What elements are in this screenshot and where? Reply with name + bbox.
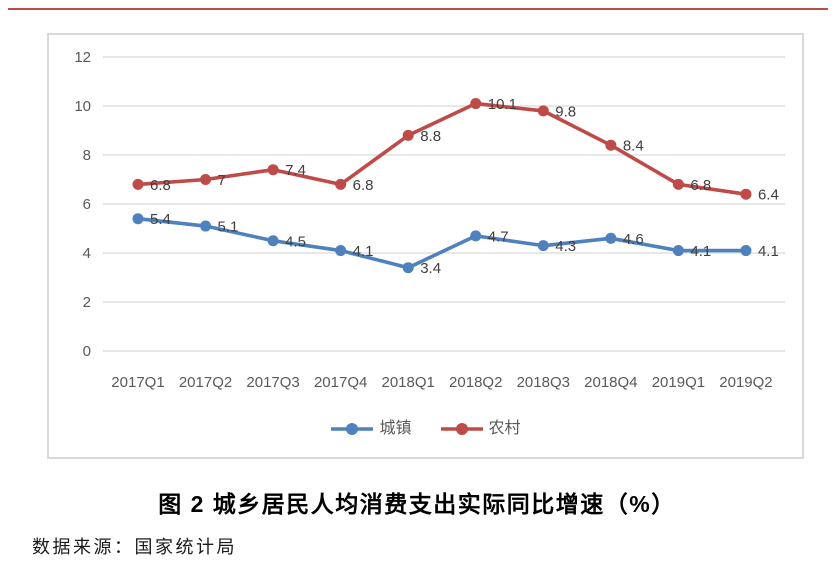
chart-frame: 0 2 4 6 8 10 12 2017Q1 2017Q2 2017Q3 2017Q4 2018Q1 2… <box>47 33 804 459</box>
data-point-marker <box>402 262 414 274</box>
x-category-label: 2019Q1 <box>652 374 705 391</box>
data-point-label: 7 <box>218 172 226 189</box>
x-category-label: 2018Q2 <box>449 374 502 391</box>
data-point-label: 4.1 <box>758 243 779 260</box>
data-point-label: 6.8 <box>690 177 711 194</box>
data-point-label: 6.8 <box>353 177 374 194</box>
legend-item-urban: 城镇 <box>330 418 412 440</box>
data-point-marker <box>537 240 549 252</box>
data-point-label: 4.6 <box>623 231 644 248</box>
data-point-marker <box>740 245 752 257</box>
data-point-label: 4.3 <box>555 238 576 255</box>
series-line <box>136 101 748 196</box>
y-tick-label: 8 <box>83 147 91 164</box>
data-point-marker <box>335 178 347 190</box>
data-point-marker <box>335 245 347 257</box>
data-point-label: 5.1 <box>218 219 239 236</box>
data-point-label: 4.1 <box>353 243 374 260</box>
x-category-label: 2017Q4 <box>314 374 367 391</box>
y-tick-label: 12 <box>74 49 91 66</box>
urban-series-swatch-icon <box>331 423 374 435</box>
y-tick-label: 0 <box>83 343 91 360</box>
x-category-label: 2018Q4 <box>584 374 637 391</box>
data-point-label: 4.5 <box>285 233 306 250</box>
x-category-label: 2017Q1 <box>111 374 164 391</box>
data-point-marker <box>200 174 212 185</box>
x-category-label: 2019Q2 <box>719 374 772 391</box>
data-point-label: 6.8 <box>150 177 171 194</box>
data-point-label: 4.7 <box>488 228 509 245</box>
y-tick-label: 4 <box>83 245 91 262</box>
x-category-label: 2017Q2 <box>179 374 232 391</box>
data-point-marker <box>470 230 482 242</box>
data-point-marker <box>402 129 414 141</box>
data-point-label: 3.4 <box>420 260 441 277</box>
data-point-marker <box>267 235 279 247</box>
data-point-marker <box>132 213 144 225</box>
x-category-label: 2017Q3 <box>246 374 299 391</box>
data-point-label: 10.1 <box>488 96 517 113</box>
data-point-marker <box>267 164 279 176</box>
legend-item-rural: 农村 <box>440 418 521 440</box>
data-point-marker <box>740 188 752 200</box>
y-tick-label: 2 <box>83 294 91 311</box>
legend-label-rural: 农村 <box>488 420 521 437</box>
data-point-marker <box>672 245 684 257</box>
data-point-marker <box>470 98 482 110</box>
series-line <box>136 216 748 270</box>
data-point-marker <box>672 178 684 190</box>
data-point-label: 4.1 <box>690 243 711 260</box>
x-category-label: 2018Q3 <box>517 374 570 391</box>
data-point-marker <box>200 220 212 232</box>
data-point-label: 7.4 <box>285 162 306 179</box>
data-point-marker <box>132 178 144 190</box>
rural-series-swatch-icon <box>440 423 483 435</box>
data-point-label: 5.4 <box>150 211 171 228</box>
x-category-label: 2018Q1 <box>382 374 435 391</box>
y-tick-label: 6 <box>83 196 91 213</box>
data-point-label: 8.8 <box>420 128 441 145</box>
figure-caption: 图 2 城乡居民人均消费支出实际同比增速（%） <box>158 491 676 517</box>
data-point-marker <box>537 105 549 117</box>
data-point-label: 8.4 <box>623 138 644 155</box>
page-top-rule <box>8 8 828 10</box>
data-point-label: 6.4 <box>758 187 779 204</box>
chart-legend: 城镇 农村 <box>49 418 802 440</box>
data-point-label: 9.8 <box>555 103 576 120</box>
y-tick-label: 10 <box>74 98 91 115</box>
legend-label-urban: 城镇 <box>379 420 412 437</box>
data-source-note: 数据来源：国家统计局 <box>32 537 237 557</box>
data-point-marker <box>605 139 617 151</box>
line-chart-plot: 0 2 4 6 8 10 12 2017Q1 2017Q2 2017Q3 2017Q4 2018Q1 2… <box>74 49 785 391</box>
data-point-marker <box>605 232 617 244</box>
